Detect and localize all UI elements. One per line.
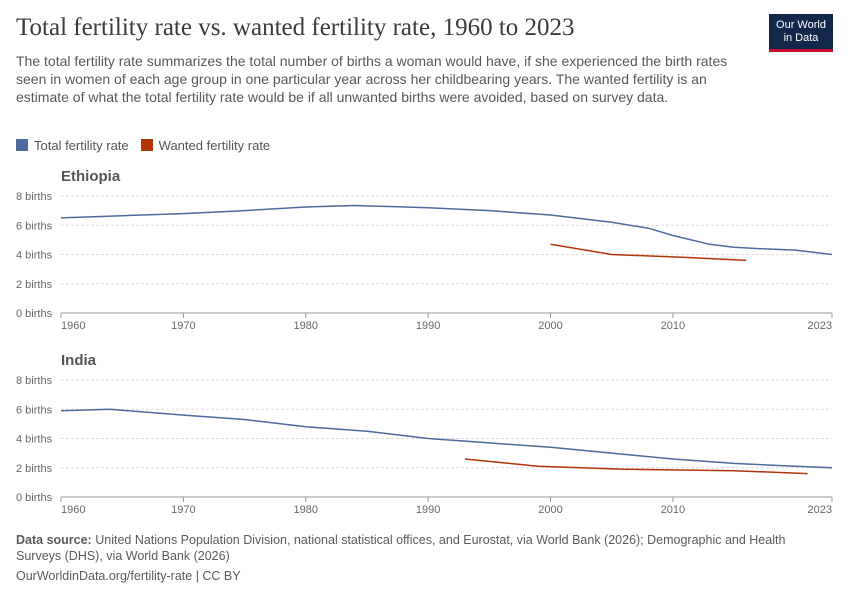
y-tick-label: 8 births: [16, 375, 53, 387]
y-tick-label: 0 births: [16, 308, 53, 320]
legend-label: Wanted fertility rate: [158, 138, 271, 153]
x-tick-label: 1970: [171, 320, 195, 332]
source: Data source: United Nations Population D…: [16, 532, 816, 564]
logo-line: Our World: [776, 19, 826, 31]
legend-item[interactable]: Total fertility rate: [16, 138, 129, 153]
x-tick-label: 2010: [661, 504, 685, 516]
url: OurWorldinData.org/fertility-rate | CC B…: [16, 569, 241, 583]
legend-swatch: [140, 139, 153, 151]
x-tick-label: 1980: [294, 320, 318, 332]
subtitle: The total fertility rate summarizes the …: [16, 53, 728, 105]
x-tick-label: 2010: [661, 320, 685, 332]
x-tick-label: 1960: [61, 320, 85, 332]
source-label: Data source:: [16, 533, 92, 547]
source-text: United Nations Population Division, nati…: [16, 533, 786, 563]
legend-label: Total fertility rate: [34, 138, 129, 153]
legend: Total fertility rate Wanted fertility rat…: [16, 138, 282, 153]
y-tick-label: 6 births: [16, 220, 53, 232]
y-tick-label: 2 births: [16, 463, 53, 475]
y-tick-label: 4 births: [16, 250, 53, 262]
panel-title: India: [61, 352, 97, 369]
line: [60, 408, 833, 469]
legend-item[interactable]: Wanted fertility rate: [140, 138, 271, 153]
y-tick-label: 2 births: [16, 279, 53, 291]
y-tick-label: 4 births: [16, 434, 53, 446]
line: [464, 458, 808, 475]
line: [550, 243, 747, 262]
x-tick-label: 2000: [538, 320, 562, 332]
x-tick-label: 1980: [294, 504, 318, 516]
y-tick-label: 6 births: [16, 404, 53, 416]
title: Total fertility rate vs. wanted fertilit…: [16, 14, 575, 41]
x-tick-label: 1970: [171, 504, 195, 516]
y-tick-label: 8 births: [16, 191, 53, 203]
footer: Data source: United Nations Population D…: [16, 532, 816, 584]
logo-line: in Data: [783, 32, 819, 44]
x-tick-label: 2023: [808, 504, 832, 516]
y-tick-label: 0 births: [16, 492, 53, 504]
x-tick-label: 1990: [416, 320, 440, 332]
x-tick-label: 1990: [416, 504, 440, 516]
legend-swatch: [16, 139, 28, 151]
logo[interactable]: Our World in Data: [769, 14, 833, 52]
panel-title: Ethiopia: [61, 168, 121, 185]
x-tick-label: 2000: [538, 504, 562, 516]
x-tick-label: 2023: [808, 320, 832, 332]
x-tick-label: 1960: [61, 504, 85, 516]
charts: Ethiopia 0 births 2 births 4 births 6 births…: [16, 168, 833, 516]
line: [60, 204, 833, 256]
